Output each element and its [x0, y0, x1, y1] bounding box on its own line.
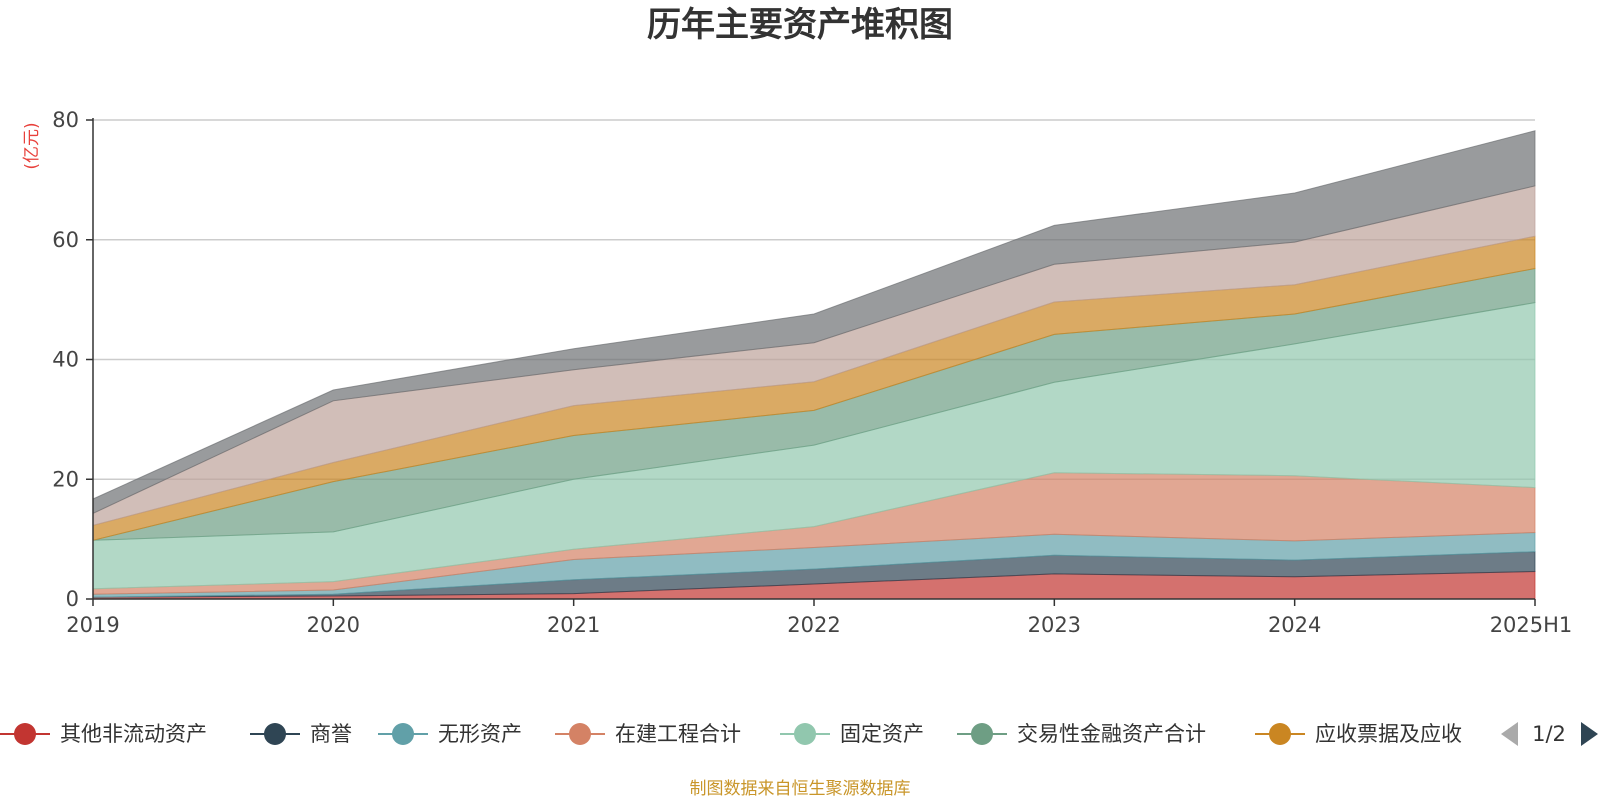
x-tick-label: 2020	[307, 613, 360, 637]
legend-item[interactable]: 其他非流动资产	[0, 722, 207, 746]
chart-title: 历年主要资产堆积图	[647, 5, 953, 45]
legend-marker	[794, 723, 816, 745]
legend-label: 交易性金融资产合计	[1017, 722, 1206, 746]
legend-item[interactable]: 固定资产	[780, 722, 924, 746]
legend-marker	[971, 723, 993, 745]
x-tick-label: 2023	[1028, 613, 1081, 637]
prev-page-icon[interactable]	[1501, 722, 1518, 746]
axes: 0 20 40 60 80 2019 2020 2021 2022 2023 2024 2025H1	[52, 108, 1572, 637]
y-tick-label: 80	[52, 108, 79, 132]
legend: 其他非流动资产 商誉 无形资产 在建工程合计 固定资产 交易性金融资产合计 应收票据及应收	[0, 722, 1462, 746]
y-axis-unit: (亿元)	[22, 122, 42, 169]
x-tick-label: 2024	[1268, 613, 1321, 637]
legend-label: 固定资产	[840, 722, 924, 746]
legend-marker	[392, 723, 414, 745]
y-tick-label: 40	[52, 348, 79, 372]
x-tick-label: 2021	[547, 613, 600, 637]
legend-label: 在建工程合计	[615, 722, 741, 746]
next-page-icon[interactable]	[1581, 722, 1598, 746]
x-tick-label: 2025H1	[1490, 613, 1573, 637]
y-tick-label: 20	[52, 467, 79, 491]
legend-item[interactable]: 无形资产	[378, 722, 522, 746]
legend-item[interactable]: 商誉	[250, 722, 352, 746]
legend-item[interactable]: 在建工程合计	[555, 722, 741, 746]
y-tick-label: 0	[66, 587, 79, 611]
legend-marker	[569, 723, 591, 745]
y-tick-label: 60	[52, 228, 79, 252]
legend-marker	[14, 723, 36, 745]
x-tick-label: 2019	[66, 613, 119, 637]
x-tick-label: 2022	[787, 613, 840, 637]
area-series-9	[92, 130, 1536, 515]
legend-item[interactable]: 应收票据及应收	[1255, 722, 1462, 746]
legend-pager[interactable]: 1/2	[1501, 722, 1598, 746]
legend-item[interactable]: 交易性金融资产合计	[957, 722, 1206, 746]
legend-label: 商誉	[310, 722, 352, 746]
legend-marker	[1269, 723, 1291, 745]
legend-label: 其他非流动资产	[60, 722, 207, 746]
data-source-note: 制图数据来自恒生聚源数据库	[690, 779, 911, 799]
area-series	[92, 130, 1536, 600]
legend-label: 无形资产	[438, 722, 522, 746]
legend-marker	[264, 723, 286, 745]
legend-label: 应收票据及应收	[1315, 722, 1462, 746]
legend-page-indicator: 1/2	[1532, 722, 1566, 746]
